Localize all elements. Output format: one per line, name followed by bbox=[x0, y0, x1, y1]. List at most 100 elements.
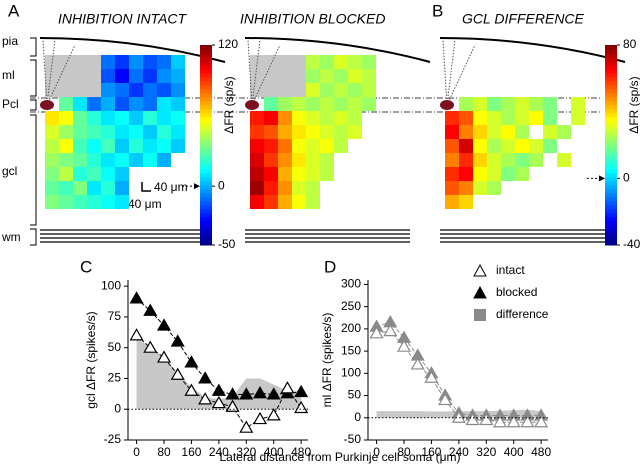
heat-cell bbox=[459, 153, 473, 167]
colorbar-segment bbox=[605, 221, 617, 226]
colorbar-segment bbox=[605, 77, 617, 82]
colorbar-segment bbox=[200, 93, 212, 98]
colorbar-label: ΔFR (sp/s) bbox=[627, 76, 640, 133]
colorbar-segment bbox=[200, 145, 212, 150]
x-axis-label: Lateral distance from Purkinje cell soma… bbox=[220, 450, 461, 464]
heat-cell bbox=[143, 111, 157, 125]
heat-cell bbox=[306, 55, 320, 69]
heat-cell bbox=[59, 125, 73, 139]
heat-cell bbox=[473, 111, 487, 125]
colorbar-segment bbox=[200, 105, 212, 110]
triangle-marker bbox=[294, 400, 309, 414]
heat-cell bbox=[45, 181, 59, 195]
colorbar-segment bbox=[200, 209, 212, 214]
map-title: INHIBITION INTACT bbox=[58, 11, 188, 27]
colorbar-segment bbox=[605, 45, 617, 50]
colorbar-segment bbox=[605, 197, 617, 202]
colorbar-segment bbox=[200, 65, 212, 70]
heat-cell bbox=[171, 55, 185, 69]
heat-cell bbox=[320, 167, 334, 181]
triangle-marker bbox=[438, 392, 453, 406]
heat-cell bbox=[171, 139, 185, 153]
colorbar-segment bbox=[200, 213, 212, 218]
colorbar-segment bbox=[200, 85, 212, 90]
triangle-marker bbox=[465, 412, 480, 426]
triangle-marker bbox=[451, 410, 466, 423]
y-tick-label: 50 bbox=[108, 340, 122, 354]
colorbar-segment bbox=[200, 193, 212, 198]
pia-line bbox=[244, 37, 431, 63]
colorbar-segment bbox=[605, 189, 617, 194]
heat-cell bbox=[501, 153, 515, 167]
heat-cell bbox=[348, 83, 362, 97]
heat-cell bbox=[306, 153, 320, 167]
colorbar-segment bbox=[605, 113, 617, 118]
colorbar-segment bbox=[200, 181, 212, 186]
x-tick-label: 240 bbox=[209, 445, 229, 459]
heat-cell bbox=[473, 125, 487, 139]
dendrite-cone bbox=[42, 39, 76, 106]
colorbar-tick-label: 0 bbox=[218, 178, 225, 192]
x-tick-label: 80 bbox=[397, 445, 411, 459]
heat-cell bbox=[348, 125, 362, 139]
y-tick-label: 150 bbox=[341, 343, 361, 357]
colorbar-tick-label: -50 bbox=[218, 237, 236, 251]
heat-cell bbox=[171, 125, 185, 139]
heat-cell bbox=[501, 139, 515, 153]
heat-cell bbox=[129, 125, 143, 139]
heat-cell bbox=[250, 167, 264, 181]
heat-cell bbox=[445, 139, 459, 153]
heat-cell bbox=[59, 139, 73, 153]
triangle-marker bbox=[252, 411, 268, 425]
x-tick-label: 480 bbox=[291, 445, 311, 459]
heat-cell bbox=[129, 97, 143, 111]
heat-cell bbox=[529, 97, 543, 111]
heat-cell bbox=[250, 195, 264, 209]
colorbar-segment bbox=[200, 57, 212, 62]
heat-cell bbox=[473, 167, 487, 181]
heat-cell bbox=[515, 125, 529, 139]
heat-cell bbox=[129, 55, 143, 69]
x-tick-label: 400 bbox=[264, 445, 284, 459]
heat-cell bbox=[87, 153, 101, 167]
heat-cell bbox=[157, 83, 171, 97]
panel-label: D bbox=[324, 257, 336, 276]
heat-cell bbox=[487, 153, 501, 167]
heat-cell bbox=[445, 181, 459, 195]
colorbar-segment bbox=[200, 53, 212, 58]
triangle-marker bbox=[410, 357, 425, 370]
colorbar-segment bbox=[605, 61, 617, 66]
colorbar-segment bbox=[200, 169, 212, 174]
heat-cell bbox=[515, 167, 529, 181]
panel-label: C bbox=[80, 257, 92, 276]
x-tick-label: 320 bbox=[476, 445, 496, 459]
heat-cell bbox=[362, 97, 376, 111]
heat-cell bbox=[250, 153, 264, 167]
y-tick-label: 75 bbox=[108, 309, 122, 323]
legend-label: intact bbox=[496, 263, 525, 277]
heat-cell bbox=[362, 69, 376, 83]
triangle-marker bbox=[170, 334, 185, 347]
x-tick-label: 480 bbox=[531, 445, 551, 459]
heat-cell bbox=[445, 153, 459, 167]
colorbar-segment bbox=[200, 165, 212, 170]
colorbar-segment bbox=[605, 153, 617, 158]
heat-cell bbox=[348, 69, 362, 83]
heat-cell bbox=[306, 167, 320, 181]
heat-cell bbox=[557, 125, 571, 139]
heat-cell bbox=[473, 97, 487, 111]
triangle-marker bbox=[129, 291, 144, 304]
heat-cell bbox=[73, 167, 87, 181]
heat-cell bbox=[278, 153, 292, 167]
heat-cell bbox=[250, 181, 264, 195]
y-tick-label: 250 bbox=[341, 299, 361, 313]
heat-cell bbox=[334, 111, 348, 125]
triangle-marker bbox=[198, 371, 213, 384]
triangle-marker bbox=[294, 384, 309, 398]
x-tick-label: 400 bbox=[504, 445, 524, 459]
colorbar-segment bbox=[605, 133, 617, 138]
colorbar-segment bbox=[605, 65, 617, 70]
colorbar-segment bbox=[200, 113, 212, 118]
heat-cell bbox=[73, 111, 87, 125]
colorbar-segment bbox=[605, 73, 617, 78]
